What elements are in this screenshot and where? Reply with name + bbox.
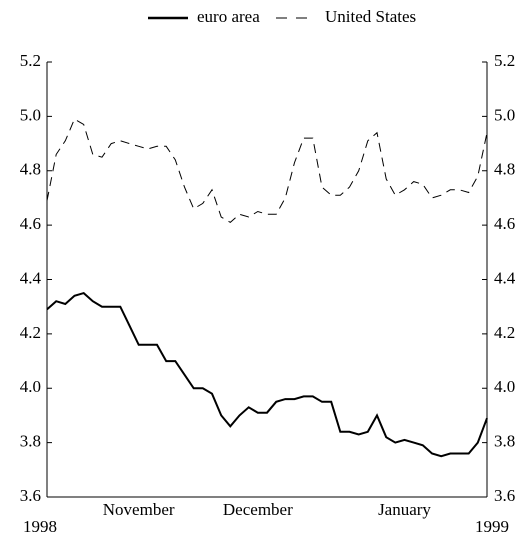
y2-tick-label: 5.0: [494, 105, 515, 124]
series-line: [46, 291, 488, 458]
y-tick-label: 5.0: [20, 105, 41, 124]
y2-tick-label: 3.6: [494, 486, 515, 505]
y-tick-label: 4.4: [20, 268, 42, 287]
y-tick-label: 4.2: [20, 323, 41, 342]
y2-tick-label: 4.0: [494, 377, 515, 396]
x-tick-label: January: [378, 500, 431, 519]
y2-tick-label: 4.2: [494, 323, 515, 342]
y2-tick-label: 4.8: [494, 160, 515, 179]
y2-tick-label: 4.4: [494, 268, 516, 287]
x-end-label: 1999: [475, 517, 509, 536]
x-tick-label: November: [103, 500, 175, 519]
legend-label: euro area: [197, 7, 260, 26]
y-tick-label: 4.0: [20, 377, 41, 396]
y2-tick-label: 3.8: [494, 432, 515, 451]
y-tick-label: 3.6: [20, 486, 41, 505]
y2-tick-label: 5.2: [494, 51, 515, 70]
y-tick-label: 3.8: [20, 432, 41, 451]
x-tick-label: December: [223, 500, 293, 519]
x-start-label: 1998: [23, 517, 57, 536]
series-line: [46, 118, 488, 224]
legend-label: United States: [325, 7, 416, 26]
y2-tick-label: 4.6: [494, 214, 515, 233]
y-tick-label: 5.2: [20, 51, 41, 70]
y-tick-label: 4.8: [20, 160, 41, 179]
y-tick-label: 4.6: [20, 214, 41, 233]
